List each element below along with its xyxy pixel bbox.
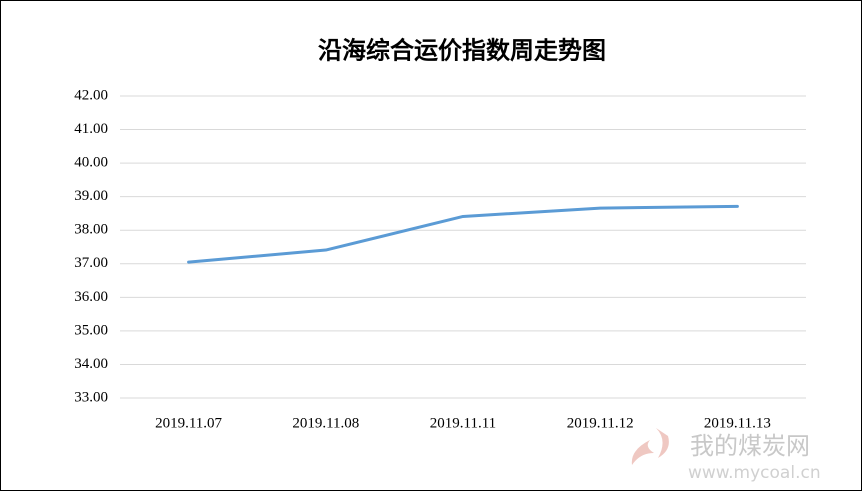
y-tick-label: 34.00 [74,356,108,372]
y-tick-label: 36.00 [74,289,108,305]
x-tick-label: 2019.11.12 [567,415,634,431]
chart-title: 沿海综合运价指数周走势图 [318,37,606,65]
x-tick-label: 2019.11.13 [704,415,771,431]
x-tick-label: 2019.11.08 [292,415,359,431]
y-tick-label: 37.00 [74,255,108,271]
y-tick-label: 33.00 [74,389,108,405]
watermark-logo [631,428,669,465]
y-tick-label: 41.00 [74,121,108,137]
x-tick-label: 2019.11.07 [155,415,222,431]
y-tick-label: 39.00 [74,188,108,204]
y-tick-label: 40.00 [74,155,108,171]
data-line [187,204,739,264]
y-tick-label: 38.00 [74,222,108,238]
y-tick-label: 42.00 [74,87,108,103]
watermark: 我的煤炭网 www.mycoal.cn [631,428,821,483]
x-tick-label: 2019.11.11 [430,415,496,431]
watermark-name: 我的煤炭网 [690,432,810,460]
y-tick-label: 35.00 [74,322,108,338]
watermark-url: www.mycoal.cn [688,463,821,483]
